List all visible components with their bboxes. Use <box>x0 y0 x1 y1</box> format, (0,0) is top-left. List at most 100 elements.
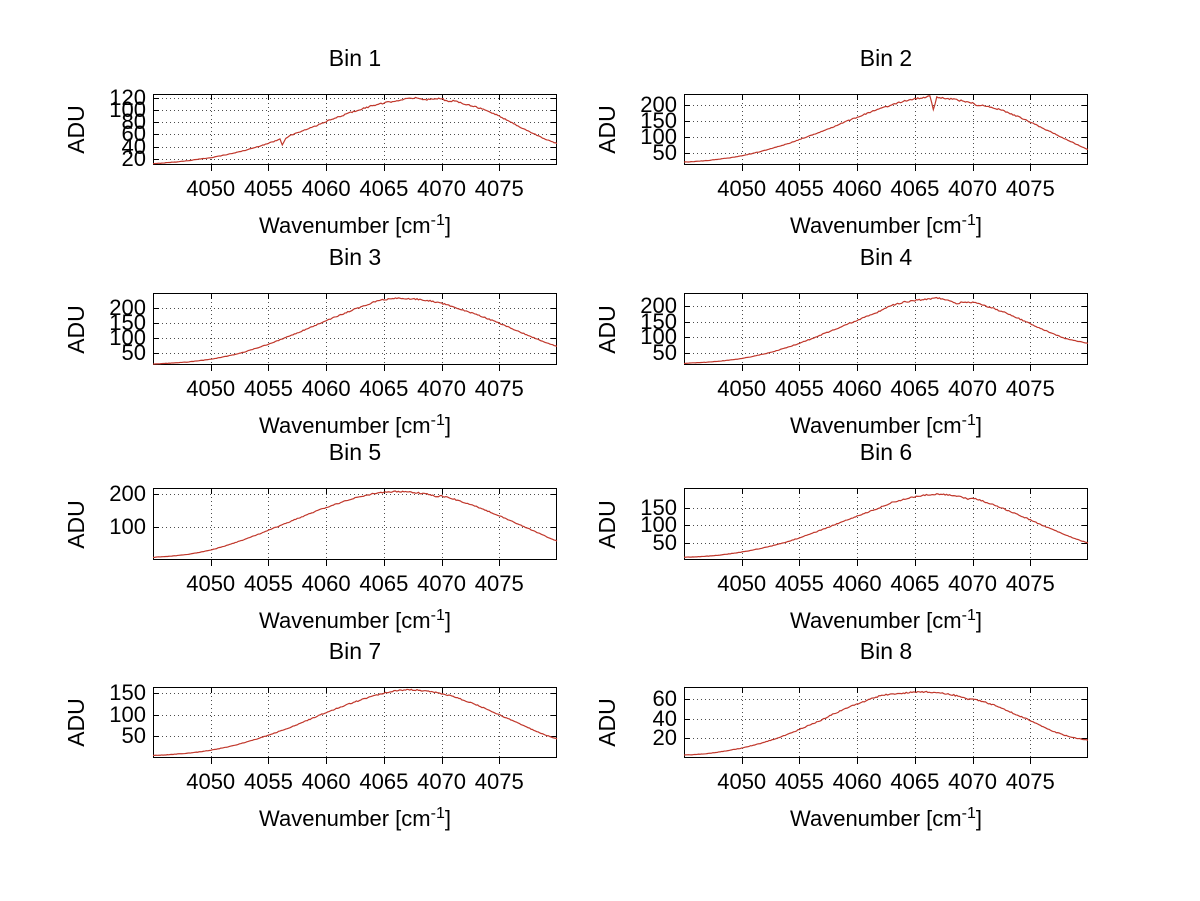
x-tick-label: 4060 <box>832 571 882 596</box>
x-tick-label: 4055 <box>243 176 293 201</box>
superscript-exponent: -1 <box>961 212 976 229</box>
y-tick-label: 150 <box>640 495 677 521</box>
y-axis-label: ADU <box>592 293 622 365</box>
x-axis-label: Wavenumber [cm-1] <box>153 805 557 832</box>
y-axis-label-text: ADU <box>62 304 89 354</box>
x-tick-label: 4060 <box>301 376 351 401</box>
y-tick-label: 150 <box>109 309 146 335</box>
x-tick-labels: 4050 4055 4060 4065 4070 4075 <box>684 176 1088 202</box>
y-tick-label: 100 <box>109 701 146 727</box>
x-axis-label-close: ] <box>444 413 451 438</box>
x-tick-label: 4070 <box>948 571 998 596</box>
y-tick-label: 200 <box>109 480 146 506</box>
y-axis-label: ADU <box>61 687 91 758</box>
x-tick-label: 4055 <box>243 571 293 596</box>
superscript-exponent: -1 <box>430 805 445 822</box>
y-tick-label: 20 <box>121 145 146 171</box>
subplot-title: Bin 5 <box>328 439 382 465</box>
y-axis-label: ADU <box>61 94 91 165</box>
y-axis-label: ADU <box>592 687 622 758</box>
y-tick-label: 150 <box>640 308 677 334</box>
y-axis-label-text: ADU <box>62 105 89 154</box>
superscript-exponent: -1 <box>430 212 445 229</box>
y-axis-label: ADU <box>592 94 622 165</box>
x-axis-label: Wavenumber [cm-1] <box>684 607 1088 634</box>
y-tick-label: 200 <box>640 91 677 117</box>
x-tick-labels: 4050 4055 4060 4065 4070 4075 <box>684 376 1088 402</box>
subplot-title: Bin 3 <box>328 244 382 270</box>
y-tick-labels: 50 100 150 <box>620 488 677 560</box>
x-tick-label: 4060 <box>301 769 351 794</box>
y-axis-label-text: ADU <box>593 499 620 549</box>
x-tick-label: 4070 <box>948 769 998 794</box>
spectrum-line <box>152 297 558 365</box>
superscript-exponent: -1 <box>961 607 976 624</box>
x-tick-labels: 4050 4055 4060 4065 4070 4075 <box>153 376 557 402</box>
y-tick-label: 50 <box>652 139 677 165</box>
superscript-exponent: -1 <box>430 412 445 429</box>
superscript-exponent: -1 <box>430 607 445 624</box>
x-tick-label: 4055 <box>774 376 824 401</box>
x-axis-label-close: ] <box>975 413 982 438</box>
y-axis-label-text: ADU <box>593 698 620 747</box>
spectrum-line <box>152 96 558 165</box>
x-axis-label-close: ] <box>444 806 451 831</box>
subplot-title: Bin 2 <box>859 45 913 71</box>
y-axis-label-text: ADU <box>593 105 620 154</box>
spectrum-line <box>153 688 558 756</box>
plot-area <box>683 94 1089 171</box>
x-axis-label: Wavenumber [cm-1] <box>153 607 557 634</box>
y-axis-label-text: ADU <box>593 304 620 354</box>
x-tick-label: 4065 <box>359 571 409 596</box>
x-tick-labels: 4050 4055 4060 4065 4070 4075 <box>684 571 1088 597</box>
y-tick-label: 60 <box>121 121 146 147</box>
x-tick-label: 4055 <box>243 769 293 794</box>
x-tick-label: 4075 <box>1005 376 1055 401</box>
x-axis-label-text: Wavenumber [cm <box>790 413 962 438</box>
x-tick-label: 4075 <box>474 571 524 596</box>
y-tick-label: 40 <box>121 133 146 159</box>
y-tick-label: 60 <box>652 685 677 711</box>
y-axis-label: ADU <box>61 293 91 365</box>
x-tick-labels: 4050 4055 4060 4065 4070 4075 <box>153 769 557 795</box>
x-tick-label: 4070 <box>417 769 467 794</box>
x-axis-label: Wavenumber [cm-1] <box>153 212 557 239</box>
y-tick-label: 100 <box>109 324 146 350</box>
plot-area <box>153 687 558 764</box>
plot-area <box>152 488 558 566</box>
spectrum-line <box>683 95 1089 163</box>
y-tick-label: 20 <box>652 725 677 751</box>
x-tick-label: 4055 <box>774 571 824 596</box>
x-tick-label: 4065 <box>890 376 940 401</box>
y-tick-labels: 20 40 60 80 100 120 <box>89 85 146 170</box>
x-tick-label: 4050 <box>717 571 767 596</box>
x-tick-label: 4075 <box>474 176 524 201</box>
superscript-exponent: -1 <box>961 805 976 822</box>
y-axis-label-text: ADU <box>62 698 89 747</box>
spectrum-line <box>152 490 558 559</box>
x-tick-labels: 4050 4055 4060 4065 4070 4075 <box>153 176 557 202</box>
x-tick-label: 4060 <box>301 571 351 596</box>
x-tick-label: 4060 <box>832 769 882 794</box>
spectrum-line <box>683 493 1089 558</box>
y-tick-label: 150 <box>109 680 146 706</box>
subplot-title: Bin 8 <box>859 638 913 664</box>
x-tick-label: 4070 <box>948 176 998 201</box>
y-tick-labels: 50 100 150 200 <box>620 293 677 365</box>
x-tick-label: 4065 <box>890 176 940 201</box>
plot-area <box>683 687 1089 764</box>
x-tick-label: 4070 <box>417 176 467 201</box>
x-axis-label-close: ] <box>975 608 982 633</box>
x-tick-label: 4070 <box>417 571 467 596</box>
y-tick-label: 100 <box>109 96 146 122</box>
y-tick-label: 100 <box>640 324 677 350</box>
subplot-title: Bin 6 <box>859 439 913 465</box>
x-tick-label: 4060 <box>832 376 882 401</box>
y-tick-label: 50 <box>121 723 146 749</box>
y-tick-label: 200 <box>640 293 677 319</box>
spectrum-line <box>683 296 1089 365</box>
x-axis-label: Wavenumber [cm-1] <box>684 805 1088 832</box>
spectrum-line <box>683 690 1089 756</box>
x-tick-label: 4075 <box>474 376 524 401</box>
